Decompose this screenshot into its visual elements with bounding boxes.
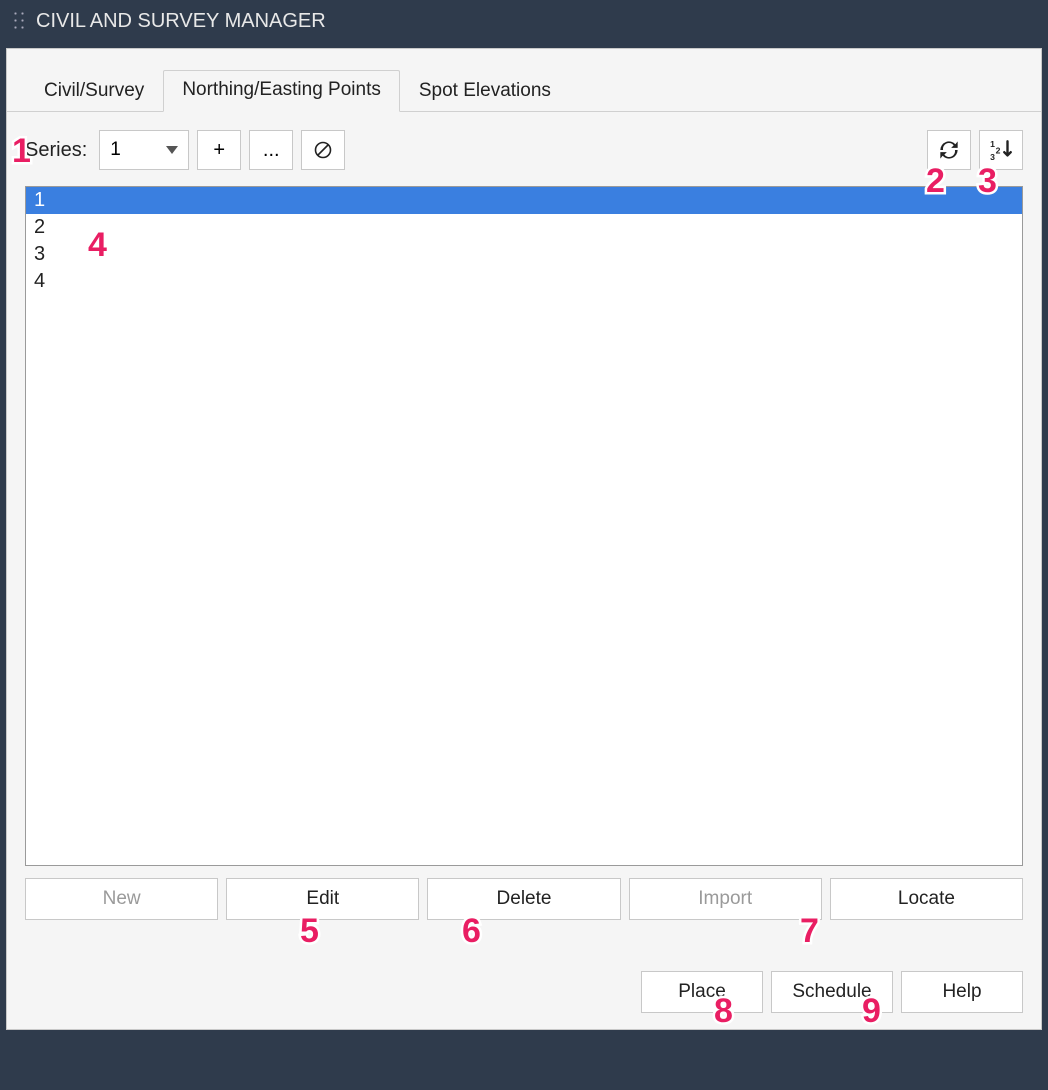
plus-icon: + <box>213 139 225 162</box>
more-series-button[interactable]: ... <box>249 130 293 170</box>
new-button: New <box>25 878 218 920</box>
main-panel: Civil/Survey Northing/Easting Points Spo… <box>6 48 1042 1030</box>
action-row: New Edit Delete Import Locate <box>25 878 1023 920</box>
tab-strip: Civil/Survey Northing/Easting Points Spo… <box>7 49 1041 112</box>
chevron-down-icon <box>166 146 178 154</box>
grip-icon[interactable] <box>12 10 26 32</box>
block-button[interactable] <box>301 130 345 170</box>
edit-button[interactable]: Edit <box>226 878 419 920</box>
tab-body: Series: 1 + ... <box>7 112 1041 930</box>
series-value: 1 <box>110 139 121 161</box>
list-item[interactable]: 3 <box>26 241 1022 268</box>
tab-northing-easting[interactable]: Northing/Easting Points <box>163 70 400 112</box>
no-entry-icon <box>313 140 333 160</box>
sort-button[interactable]: 1 2 3 <box>979 130 1023 170</box>
svg-text:1: 1 <box>990 139 995 149</box>
tab-spot-elevations[interactable]: Spot Elevations <box>400 71 570 112</box>
delete-button[interactable]: Delete <box>427 878 620 920</box>
locate-button[interactable]: Locate <box>830 878 1023 920</box>
list-item[interactable]: 1 <box>26 187 1022 214</box>
refresh-icon <box>936 137 962 163</box>
series-label: Series: <box>25 139 87 162</box>
window-titlebar: CIVIL AND SURVEY MANAGER <box>0 0 1048 42</box>
help-button[interactable]: Help <box>901 971 1023 1013</box>
place-button[interactable]: Place <box>641 971 763 1013</box>
tab-civil-survey[interactable]: Civil/Survey <box>25 71 163 112</box>
list-item[interactable]: 4 <box>26 268 1022 295</box>
series-toolbar: Series: 1 + ... <box>25 130 1023 170</box>
list-item[interactable]: 2 <box>26 214 1022 241</box>
svg-text:2: 2 <box>996 145 1001 155</box>
schedule-button[interactable]: Schedule <box>771 971 893 1013</box>
ellipsis-icon: ... <box>263 139 280 162</box>
window-title: CIVIL AND SURVEY MANAGER <box>36 10 326 33</box>
sort-numeric-icon: 1 2 3 <box>988 137 1014 163</box>
footer-actions: Place Schedule Help <box>641 971 1023 1013</box>
series-select[interactable]: 1 <box>99 130 189 170</box>
points-list[interactable]: 1 2 3 4 <box>25 186 1023 866</box>
import-button: Import <box>629 878 822 920</box>
svg-text:3: 3 <box>990 152 995 162</box>
refresh-button[interactable] <box>927 130 971 170</box>
add-series-button[interactable]: + <box>197 130 241 170</box>
